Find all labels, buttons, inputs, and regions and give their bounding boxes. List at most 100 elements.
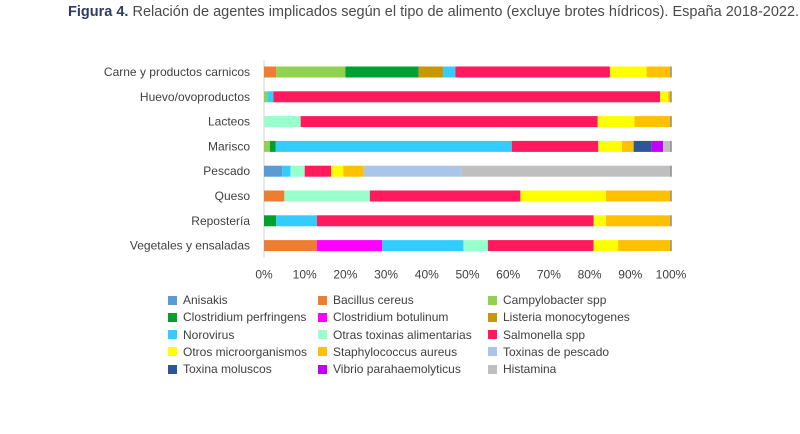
legend-item: Norovirus [168,328,234,342]
bar-segment [443,66,456,78]
bar-segment [264,91,268,103]
legend-label: Norovirus [183,327,235,342]
legend-item: Toxinas de pescado [488,345,609,359]
legend-label: Histamina [503,362,557,377]
legend-item: Staphylococcus aureus [318,345,457,359]
bar-segment [487,240,594,252]
y-tick-label: Huevo/ovoproductos [140,90,250,104]
bar-segment [598,140,622,152]
figure-title: Relación de agentes implicados según el … [132,4,800,20]
legend-swatch [318,330,327,340]
bar-segment [343,165,364,177]
legend-swatch [488,312,497,322]
bar-segment [369,190,521,202]
legend-item: Campylobacter spp [488,293,606,307]
y-tick-label: Pescado [203,164,250,178]
bar-segment [668,91,671,103]
bar-segment [273,91,661,103]
bar-segment [618,240,671,252]
figure-caption: Figura 4. Relación de agentes implicados… [68,4,799,20]
bar-segment [646,66,671,78]
bar-segment [634,116,671,128]
y-tick-label: Lacteos [208,115,250,129]
x-tick-label: 0% [255,268,273,282]
bar-segment [363,165,462,177]
legend-label: Clostridium botulinum [333,310,449,325]
bar-segment [290,165,305,177]
legend-swatch [488,364,497,374]
bar-segment [264,66,277,78]
legend-swatch [318,312,327,322]
x-tick-label: 20% [333,268,357,282]
legend-swatch [168,347,177,357]
legend-item: Histamina [488,362,556,376]
legend-item: Otros microorganismos [168,345,307,359]
bar-segment [282,165,291,177]
legend-label: Anisakis [183,293,228,307]
bar-segment [267,91,274,103]
bar-segment [316,215,594,227]
legend-item: Listeria monocytogenes [488,310,630,324]
legend-item: Salmonella spp [488,328,585,342]
bar-segment [331,165,344,177]
x-tick-label: 90% [618,268,642,282]
legend-item: Otras toxinas alimentarias [318,328,472,342]
x-tick-label: 70% [537,268,561,282]
bar-segment [264,116,301,128]
bar-segment [605,215,671,227]
bar-segment [382,240,464,252]
y-tick-label: Queso [215,189,251,203]
legend-swatch [488,295,497,305]
bar-segment [264,190,285,202]
bar-segment [269,140,276,152]
y-tick-label: Vegetales y ensaladas [130,239,250,253]
x-tick-label: 50% [455,268,479,282]
legend-swatch [168,312,177,322]
bar-segment [663,140,671,152]
legend-label: Toxina moluscos [183,362,272,377]
bar-segment [264,215,277,227]
bar-segment [276,215,317,227]
bar-segment [511,140,599,152]
x-tick-label: 60% [496,268,520,282]
legend-swatch [318,295,327,305]
legend-item: Bacillus cereus [318,293,414,307]
legend-label: Vibrio parahaemolyticus [333,362,461,377]
legend-swatch [488,347,497,357]
legend-label: Otros microorganismos [183,344,308,359]
legend-swatch [318,347,327,357]
bar-segment [264,165,283,177]
bar-segment [345,66,419,78]
bar-segment [264,240,317,252]
legend-swatch [168,330,177,340]
bar-segment [593,215,606,227]
x-tick-label: 40% [415,268,439,282]
legend-label: Otras toxinas alimentarias [333,327,472,342]
legend-label: Campylobacter spp [503,293,607,307]
bar-segment [275,140,512,152]
bar-segment [276,66,346,78]
bar-segment [300,116,598,128]
bar-segment [633,140,652,152]
bar-segment [284,190,370,202]
bar-segment [605,190,671,202]
legend-swatch [168,364,177,374]
legend-item: Clostridium perfringens [168,310,306,324]
bar-segment [461,165,671,177]
bar-segment [621,140,634,152]
legend-item: Toxina moluscos [168,362,272,376]
bar-segment [597,116,635,128]
legend-swatch [318,364,327,374]
legend-label: Salmonella spp [503,327,586,342]
bar-segment [418,66,444,78]
x-tick-label: 10% [293,268,317,282]
bar-segment [660,91,669,103]
legend-swatch [488,330,497,340]
legend-label: Toxinas de pescado [503,344,610,359]
bar-segment [304,165,332,177]
legend-label: Staphylococcus aureus [333,344,458,359]
y-tick-label: Repostería [191,214,250,228]
legend-swatch [168,295,177,305]
legend-label: Bacillus cereus [333,293,414,307]
